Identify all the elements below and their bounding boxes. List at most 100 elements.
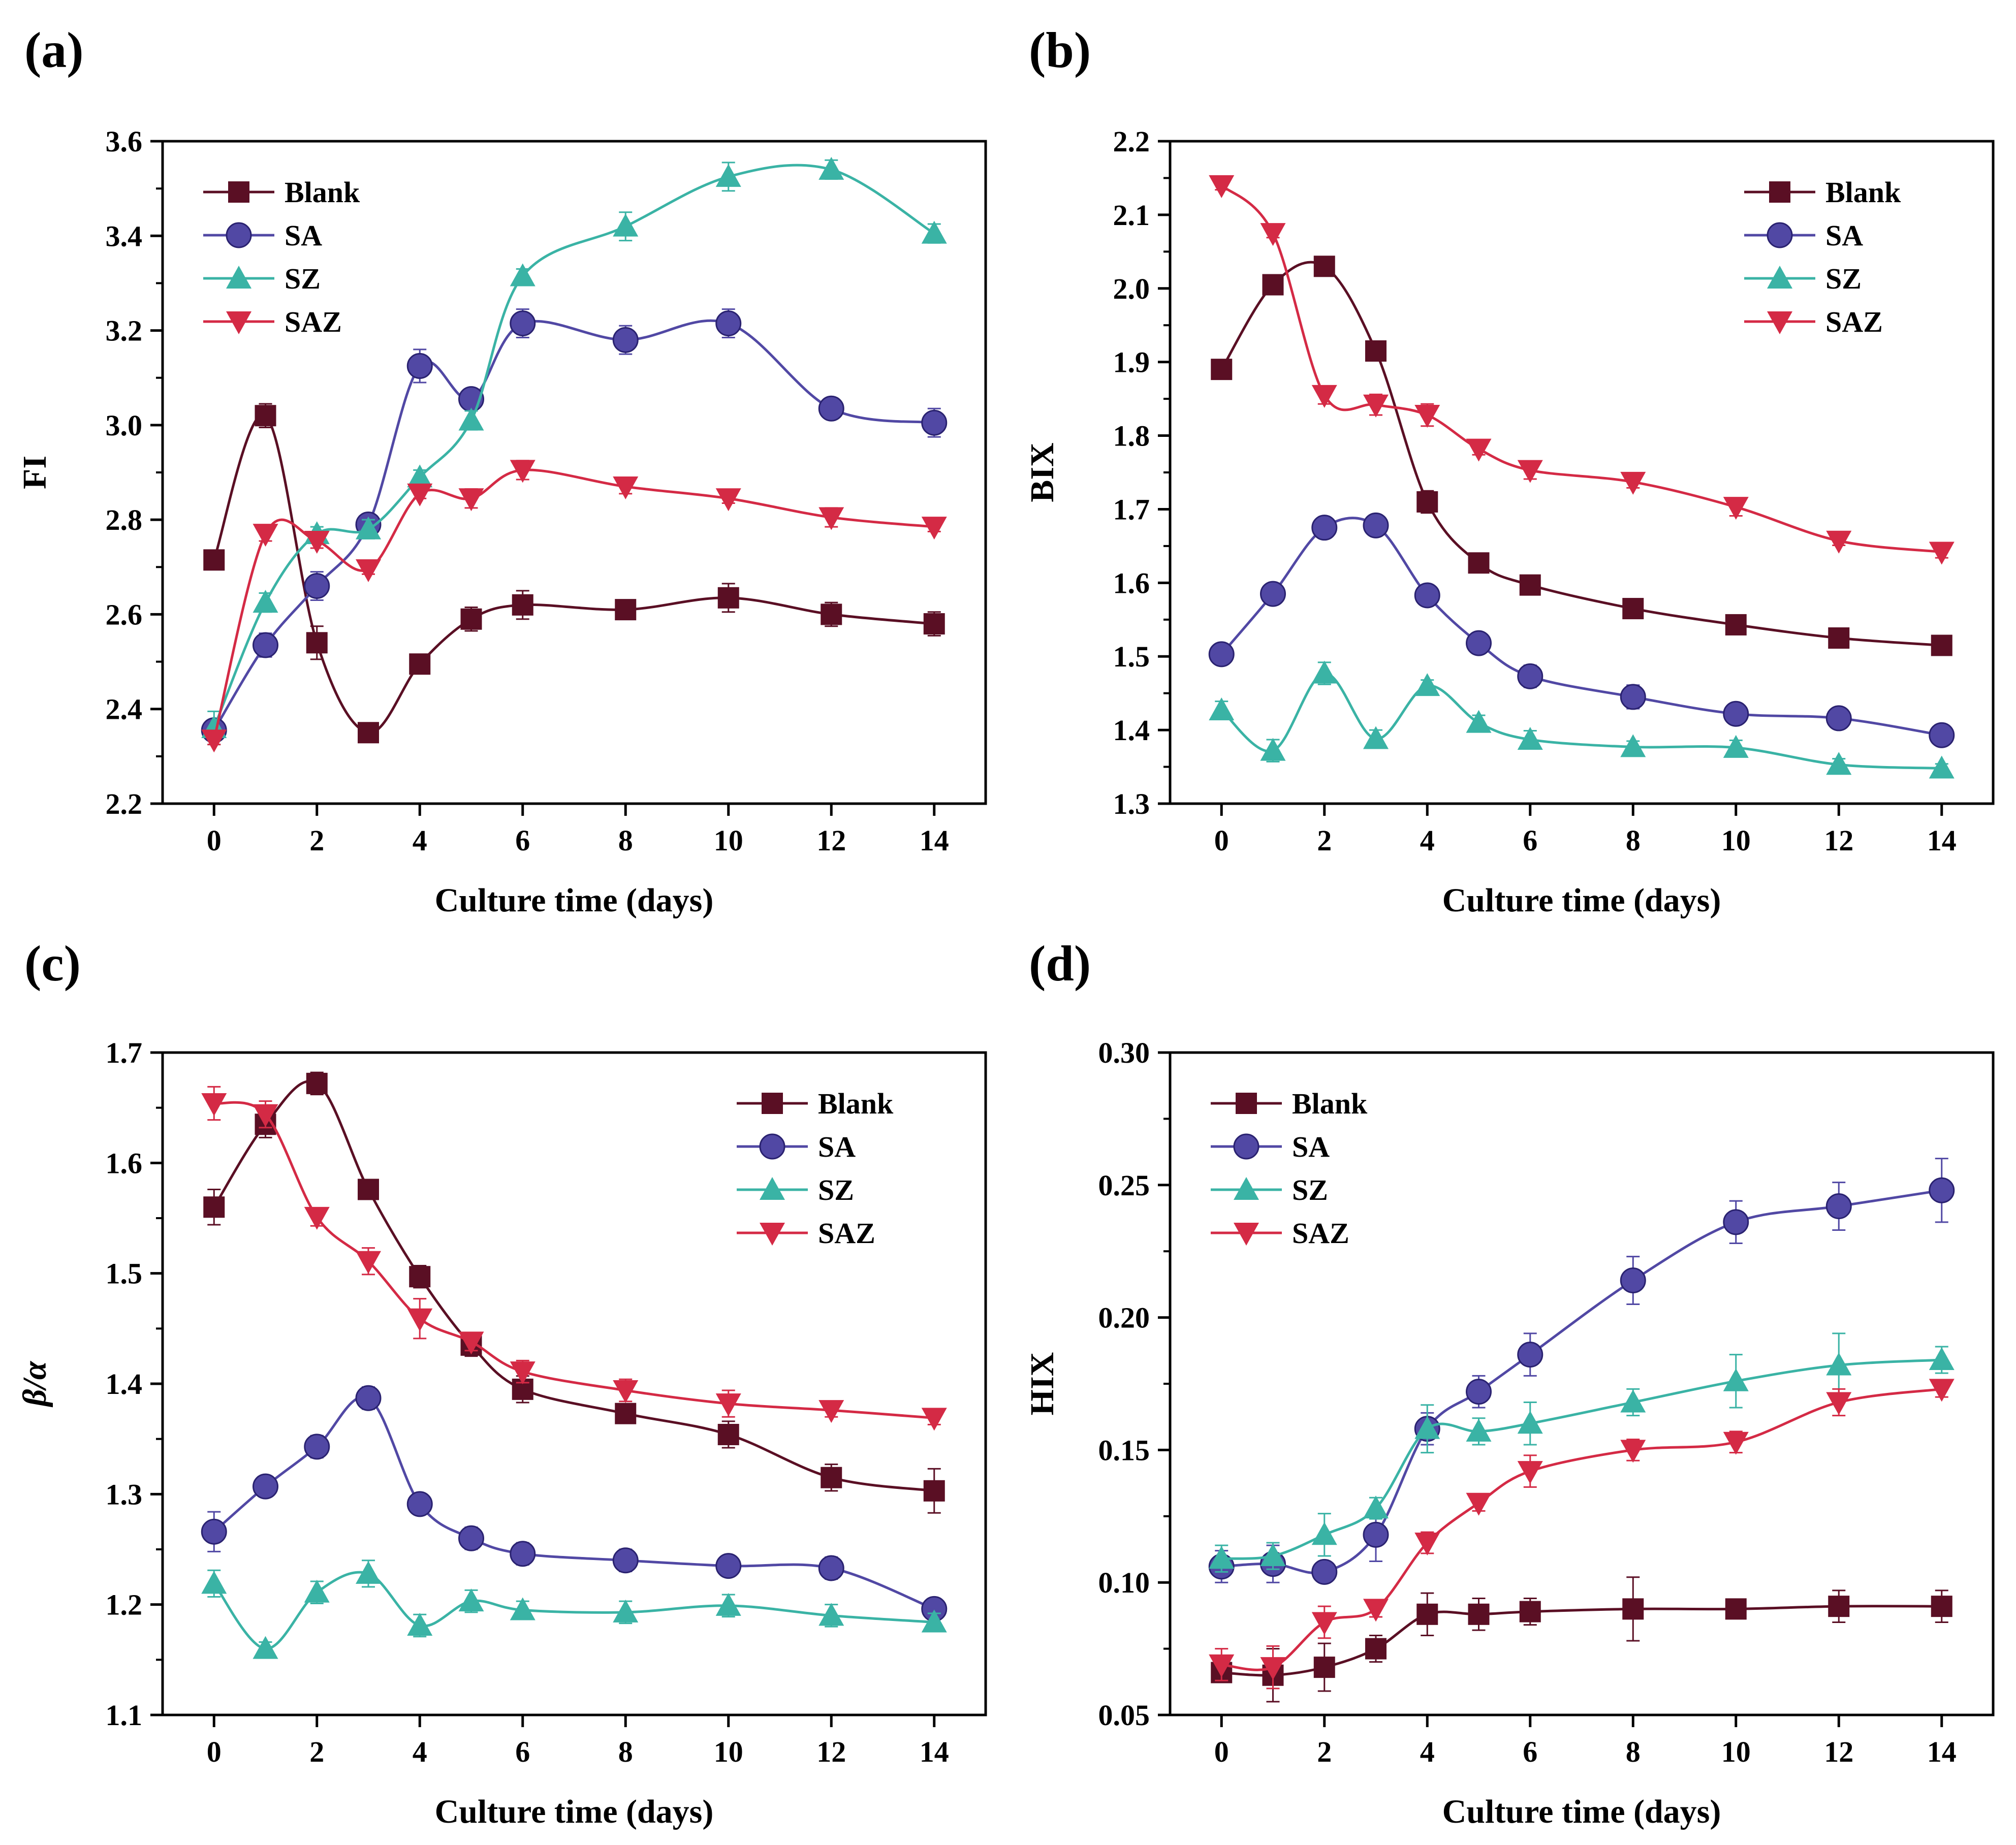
- y-tick-label: 0.25: [1098, 1169, 1150, 1202]
- legend: Blank SA SZ SAZ: [203, 176, 360, 338]
- data-point: [1260, 1543, 1286, 1567]
- legend-item: SZ: [203, 262, 321, 295]
- data-point: [1414, 1532, 1440, 1555]
- legend-marker: [226, 266, 251, 289]
- data-point: [356, 1251, 381, 1274]
- data-point: [306, 1072, 328, 1094]
- data-point: [818, 1400, 844, 1423]
- legend-label: Blank: [818, 1087, 894, 1120]
- legend-item: SAZ: [203, 305, 342, 338]
- data-point: [356, 516, 381, 539]
- legend-item: SZ: [737, 1173, 854, 1206]
- x-tick-label: 10: [714, 1735, 743, 1768]
- x-tick-label: 14: [1927, 1735, 1957, 1768]
- data-point: [407, 483, 433, 506]
- data-point: [253, 524, 278, 547]
- legend-label: Blank: [1825, 176, 1901, 209]
- data-point: [1365, 1638, 1387, 1660]
- panel-label: (c): [24, 935, 81, 992]
- x-tick-label: 4: [413, 1735, 427, 1768]
- legend-item: SA: [203, 219, 322, 252]
- data-point: [1931, 1596, 1952, 1617]
- data-point: [1209, 697, 1235, 720]
- x-tick-label: 8: [1626, 1735, 1641, 1768]
- data-point: [253, 1636, 278, 1659]
- series-sz: [1209, 660, 1955, 779]
- x-tick-label: 6: [515, 1735, 530, 1768]
- data-point: [510, 460, 536, 483]
- series-blank: [1211, 1576, 1952, 1703]
- data-point: [1517, 663, 1544, 689]
- y-axis-title: β/α: [16, 1360, 53, 1408]
- legend-item: SAZ: [737, 1217, 875, 1250]
- data-point: [1468, 552, 1490, 574]
- legend-label: SZ: [1825, 262, 1862, 295]
- series-sz: [1209, 1332, 1955, 1573]
- data-point: [355, 1385, 382, 1411]
- data-point: [406, 353, 433, 379]
- legend-label: Blank: [1292, 1087, 1368, 1120]
- data-point: [510, 310, 536, 337]
- x-tick-label: 10: [714, 824, 743, 857]
- data-point: [201, 729, 227, 753]
- x-tick-label: 12: [816, 1735, 846, 1768]
- panel-c: (c) 0 2 4 6 8 10 12 14 1.1 1.2 1.3 1.4 1.5 1.6 1.7 Cultu…: [16, 935, 987, 1830]
- data-point: [715, 1553, 742, 1579]
- data-point: [921, 517, 947, 540]
- data-point: [510, 263, 536, 287]
- y-tick-label: 3.6: [106, 125, 143, 158]
- data-point: [921, 220, 947, 244]
- x-tick-label: 4: [1420, 824, 1435, 857]
- data-point: [717, 587, 739, 609]
- data-point: [201, 1093, 227, 1116]
- data-point: [821, 603, 842, 625]
- legend-item: SA: [737, 1130, 856, 1163]
- data-point: [1723, 497, 1749, 520]
- data-point: [1929, 1379, 1955, 1402]
- data-point: [510, 1541, 536, 1567]
- y-axis-title: BIX: [1024, 442, 1061, 502]
- legend-marker: [1233, 1133, 1259, 1160]
- data-point: [1723, 735, 1749, 758]
- series-line: [1220, 517, 1942, 737]
- y-tick-label: 1.7: [106, 1036, 143, 1069]
- data-point: [1260, 223, 1286, 246]
- y-tick-label: 0.10: [1098, 1566, 1150, 1599]
- series-sz: [201, 1560, 947, 1659]
- data-point: [203, 549, 225, 571]
- y-tick-label: 2.2: [1113, 125, 1150, 158]
- data-point: [717, 1423, 739, 1445]
- legend-label: SZ: [1292, 1173, 1328, 1206]
- data-point: [1519, 574, 1541, 596]
- panel-label: (d): [1029, 935, 1091, 992]
- data-point: [1622, 1598, 1644, 1620]
- legend-marker: [226, 311, 251, 334]
- data-point: [715, 1393, 741, 1417]
- data-point: [1311, 1522, 1337, 1545]
- data-point: [510, 1597, 536, 1620]
- legend: Blank SA SZ SAZ: [737, 1087, 894, 1250]
- data-point: [1929, 1347, 1955, 1371]
- data-point: [1828, 1596, 1850, 1617]
- y-tick-label: 1.4: [106, 1367, 143, 1401]
- y-tick-label: 2.8: [106, 503, 143, 536]
- series-line: [213, 1101, 934, 1419]
- legend-marker: [1767, 311, 1792, 334]
- legend-item: Blank: [1211, 1087, 1368, 1120]
- x-tick-label: 12: [1824, 824, 1853, 857]
- y-tick-label: 3.0: [106, 409, 143, 442]
- x-axis-title: Culture time (days): [1442, 882, 1721, 919]
- y-tick-label: 1.1: [106, 1699, 143, 1732]
- series-saz: [201, 460, 947, 753]
- y-tick-label: 1.4: [1113, 714, 1150, 747]
- series-sa: [1208, 512, 1955, 748]
- x-tick-label: 10: [1721, 824, 1751, 857]
- data-point: [1311, 515, 1338, 541]
- data-point: [1468, 1603, 1490, 1625]
- legend-marker: [1767, 266, 1792, 289]
- data-point: [1313, 256, 1335, 277]
- series-line: [213, 1571, 934, 1650]
- y-tick-label: 0.20: [1098, 1301, 1150, 1334]
- data-point: [1416, 491, 1438, 513]
